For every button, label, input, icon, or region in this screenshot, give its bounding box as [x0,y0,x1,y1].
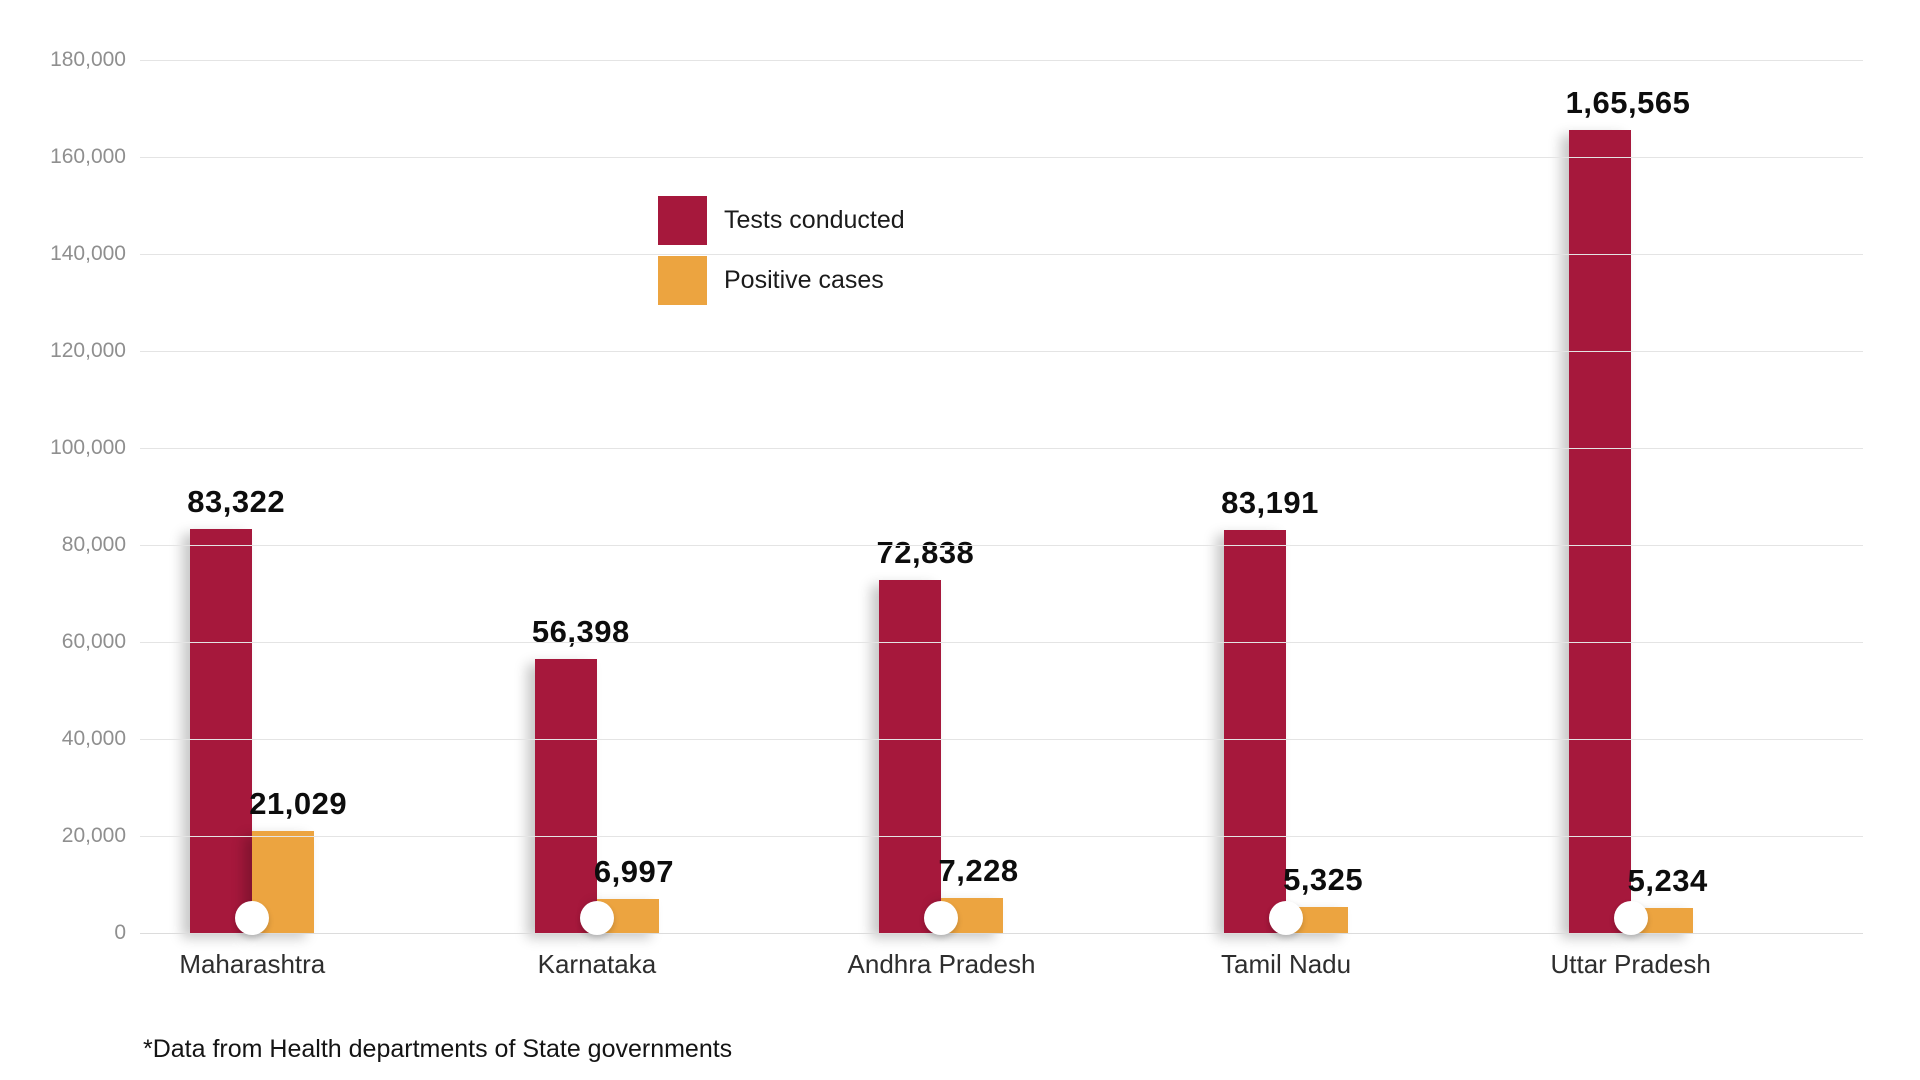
bar-value-label: 83,322 [187,483,286,519]
bar-value-label: 5,325 [1283,862,1364,898]
gridline [140,545,1863,546]
gridline [140,933,1863,934]
bar-group: 56,398 6,997 Karnataka [532,60,674,979]
bar-value-label: 6,997 [593,854,674,890]
bar-value-label: 1,65,565 [1565,85,1691,121]
bar-group: 83,191 5,325 Tamil Nadu [1221,60,1363,979]
bar-group: 83,322 21,029 Maharashtra [179,60,346,979]
y-axis-tick-label: 180,000 [50,48,126,71]
gridline [140,254,1863,255]
base-circle-decoration [235,901,270,935]
gridline [140,739,1863,740]
y-axis-tick-label: 40,000 [61,727,126,750]
y-axis-tick-label: 0 [114,921,126,944]
gridline [140,448,1863,449]
bar-tests-conducted: 1,65,565 [1566,85,1690,933]
bar-value-label: 5,234 [1627,862,1708,898]
base-circle-decoration [1269,901,1304,935]
bar-value-label: 21,029 [249,786,348,822]
gridline [140,836,1863,837]
y-axis-tick-label: 80,000 [61,533,126,556]
y-axis-tick-label: 100,000 [50,436,126,459]
bar-value-label: 72,838 [876,534,975,570]
bar-value-label: 56,398 [531,614,630,650]
footnote: *Data from Health departments of State g… [143,1035,733,1063]
bar-value-label: 83,191 [1221,484,1319,520]
y-axis-tick-label: 60,000 [61,630,126,653]
bar-tests-conducted: 56,398 [532,614,629,933]
base-circle-decoration [924,901,959,935]
y-axis-tick-label: 20,000 [61,824,126,847]
bar-value-label: 7,228 [938,852,1019,888]
bar-tests-conducted: 83,322 [187,484,285,933]
gridline [140,60,1863,61]
legend-item-tests: Tests conducted [658,196,905,245]
bar-groups: 83,322 21,029 Maharashtra 56,398 6,997 Karnat… [80,60,1803,979]
legend: Tests conducted Positive cases [658,196,905,305]
x-axis-label: Uttar Pradesh [1550,949,1711,979]
legend-swatch-positive [658,256,707,305]
y-axis-tick-label: 140,000 [50,242,126,265]
bar-group: 72,838 7,228 Andhra Pradesh [848,60,1036,979]
base-circle-decoration [1613,901,1648,935]
gridline [140,351,1863,352]
y-axis-tick-label: 120,000 [50,339,126,362]
legend-label-tests: Tests conducted [724,206,905,234]
y-axis-tick-label: 160,000 [50,145,126,168]
x-axis-label: Karnataka [537,949,657,979]
gridline [140,157,1863,158]
legend-swatch-tests [658,196,707,245]
x-axis-label: Maharashtra [179,949,326,979]
bar-tests-conducted: 72,838 [876,535,974,933]
plot-area: Tests conducted Positive cases 83,322 21,… [50,48,1863,979]
base-circle-decoration [579,901,614,935]
legend-label-positive: Positive cases [724,266,884,294]
bar-tests-conducted: 83,191 [1221,485,1318,933]
legend-item-positive: Positive cases [658,256,905,305]
x-axis-label: Andhra Pradesh [847,949,1036,979]
x-axis-label: Tamil Nadu [1221,949,1352,979]
gridline [140,642,1863,643]
bar-group: 1,65,565 5,234 Uttar Pradesh [1550,60,1710,979]
